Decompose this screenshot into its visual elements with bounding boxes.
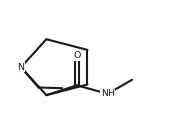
Text: N: N [18, 63, 24, 72]
Text: NH: NH [101, 89, 115, 98]
Text: O: O [73, 52, 81, 60]
